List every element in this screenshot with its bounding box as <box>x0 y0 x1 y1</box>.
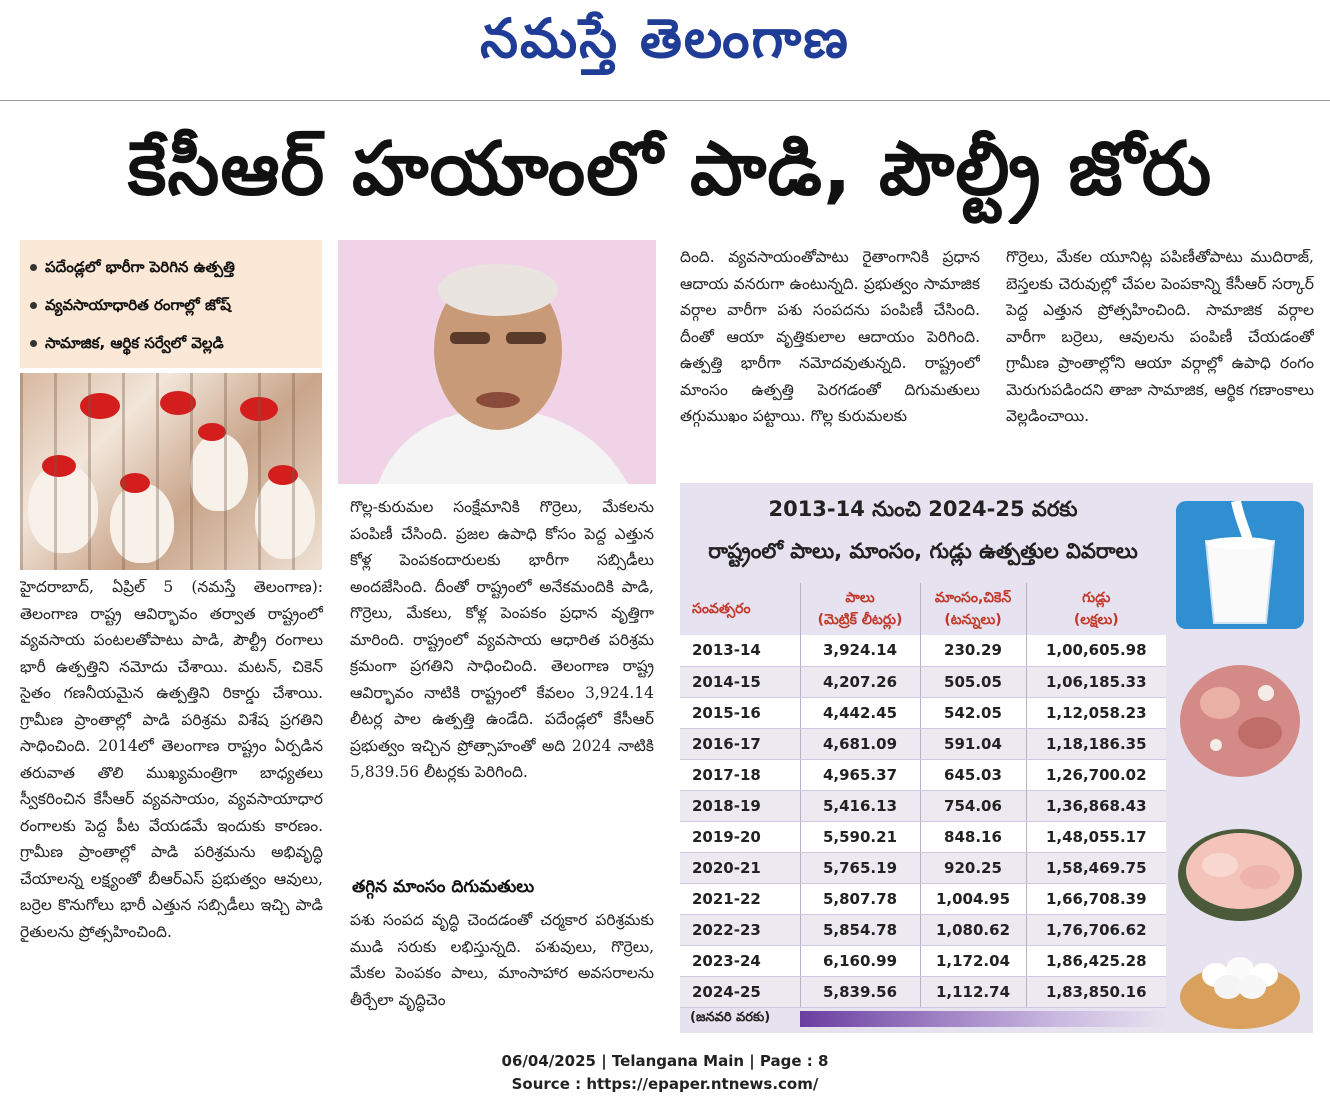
cell-milk: 5,590.21 <box>799 821 920 853</box>
infobox-subtitle: రాష్ట్రంలో పాలు, మాంసం, గుడ్లు ఉత్పత్తుల… <box>708 539 1138 563</box>
cell-eggs: 1,00,605.98 <box>1025 635 1166 667</box>
cell-eggs: 1,48,055.17 <box>1025 821 1166 853</box>
cell-meat: 1,080.62 <box>919 914 1026 946</box>
cell-milk: 5,854.78 <box>799 914 920 946</box>
cell-milk: 4,442.45 <box>799 697 920 729</box>
table-row: 2024-25 5,839.56 1,112.74 1,83,850.16 <box>680 976 1166 1008</box>
masthead: నమస్తే తెలంగాణ <box>0 0 1330 96</box>
cell-milk: 5,416.13 <box>799 790 920 822</box>
table-header-row: సంవత్సరం పాలు (మెట్రిక్ లీటర్లు) మాంసం,చి… <box>680 583 1166 635</box>
cell-year: 2024-25 <box>680 976 800 1008</box>
table-row: 2020-21 5,765.19 920.25 1,58,469.75 <box>680 852 1166 884</box>
highlight-text: పదేండ్లలో భారీగా పెరిగిన ఉత్పత్తి <box>45 258 235 276</box>
table-row: 2021-22 5,807.78 1,004.95 1,66,708.39 <box>680 883 1166 915</box>
cell-milk: 5,807.78 <box>799 883 920 915</box>
highlight-item: పదేండ్లలో భారీగా పెరిగిన ఉత్పత్తి <box>30 248 312 286</box>
cell-meat: 1,172.04 <box>919 945 1026 977</box>
cell-eggs: 1,06,185.33 <box>1025 666 1166 698</box>
cell-meat: 1,112.74 <box>919 976 1026 1008</box>
mutton-image <box>1176 653 1304 783</box>
eggs-basket-image <box>1176 931 1304 1031</box>
article-column-2: గొల్ల-కురుమల సంక్షేమానికి గొర్రెలు, మేకల… <box>350 498 654 781</box>
cell-year: 2014-15 <box>680 666 800 698</box>
cell-meat: 542.05 <box>919 697 1026 729</box>
cell-year: 2020-21 <box>680 852 800 884</box>
cell-milk: 5,839.56 <box>799 976 920 1008</box>
article-column-2b: పశు సంపద వృద్ధి చెందడంతో చర్మకార పరిశ్రమ… <box>350 911 654 1009</box>
masthead-rule <box>0 100 1330 101</box>
cell-meat: 505.05 <box>919 666 1026 698</box>
cell-milk: 4,681.09 <box>799 728 920 760</box>
header-eggs: గుడ్లు (లక్షలు) <box>1025 583 1166 635</box>
cell-year: 2019-20 <box>680 821 800 853</box>
cell-milk: 4,965.37 <box>799 759 920 791</box>
highlight-text: వ్యవసాయాధారిత రంగాల్లో జోష్ <box>45 296 231 314</box>
newspaper-logo: నమస్తే తెలంగాణ <box>480 6 850 70</box>
header-milk: పాలు (మెట్రిక్ లీటర్లు) <box>799 583 920 635</box>
cell-meat: 591.04 <box>919 728 1026 760</box>
cell-year: 2017-18 <box>680 759 800 791</box>
cell-milk: 4,207.26 <box>799 666 920 698</box>
infobox-footnote: (జనవరి వరకు) <box>690 1010 771 1025</box>
highlight-item: వ్యవసాయాధారిత రంగాల్లో జోష్ <box>30 286 312 324</box>
portrait-photo <box>338 240 656 484</box>
cell-eggs: 1,86,425.28 <box>1025 945 1166 977</box>
table-row: 2015-16 4,442.45 542.05 1,12,058.23 <box>680 697 1166 729</box>
cell-eggs: 1,26,700.02 <box>1025 759 1166 791</box>
cell-year: 2016-17 <box>680 728 800 760</box>
infobox-title: 2013-14 నుంచి 2024-25 వరకు <box>768 497 1078 521</box>
cell-eggs: 1,18,186.35 <box>1025 728 1166 760</box>
cell-meat: 1,004.95 <box>919 883 1026 915</box>
highlight-text: సామాజిక, ఆర్థిక సర్వేలో వెల్లడి <box>45 334 224 352</box>
cell-meat: 645.03 <box>919 759 1026 791</box>
footer-source: Source : https://epaper.ntnews.com/ <box>511 1075 819 1093</box>
cell-year: 2022-23 <box>680 914 800 946</box>
header-year: సంవత్సరం <box>680 583 800 635</box>
cell-year: 2013-14 <box>680 635 800 667</box>
cell-eggs: 1,66,708.39 <box>1025 883 1166 915</box>
highlights-box: పదేండ్లలో భారీగా పెరిగిన ఉత్పత్తి వ్యవసా… <box>20 240 322 368</box>
cell-milk: 6,160.99 <box>799 945 920 977</box>
cell-year: 2021-22 <box>680 883 800 915</box>
decorative-bar <box>800 1011 1166 1027</box>
table-row: 2019-20 5,590.21 848.16 1,48,055.17 <box>680 821 1166 853</box>
hens-photo <box>20 373 322 570</box>
cell-milk: 5,765.19 <box>799 852 920 884</box>
table-row: 2013-14 3,924.14 230.29 1,00,605.98 <box>680 635 1166 667</box>
cell-meat: 754.06 <box>919 790 1026 822</box>
cell-eggs: 1,76,706.62 <box>1025 914 1166 946</box>
cell-milk: 3,924.14 <box>799 635 920 667</box>
chicken-image <box>1176 813 1304 925</box>
article-column-1: హైదరాబాద్, ఏప్రిల్ 5 (నమస్తే తెలంగాణ): త… <box>20 578 323 941</box>
highlight-item: సామాజిక, ఆర్థిక సర్వేలో వెల్లడి <box>30 324 312 362</box>
cell-eggs: 1,36,868.43 <box>1025 790 1166 822</box>
bullet-icon <box>30 302 37 309</box>
article-column-4: గొర్రెలు, మేకల యూనిట్ల పపిణీతోపాటు ముదిర… <box>1006 248 1314 425</box>
table-row: 2016-17 4,681.09 591.04 1,18,186.35 <box>680 728 1166 760</box>
table-row: 2022-23 5,854.78 1,080.62 1,76,706.62 <box>680 914 1166 946</box>
cell-meat: 848.16 <box>919 821 1026 853</box>
bullet-icon <box>30 264 37 271</box>
cell-eggs: 1,58,469.75 <box>1025 852 1166 884</box>
table-row: 2023-24 6,160.99 1,172.04 1,86,425.28 <box>680 945 1166 977</box>
subheading: తగ్గిన మాంసం దిగుమతులు <box>352 877 535 897</box>
cell-eggs: 1,83,850.16 <box>1025 976 1166 1008</box>
cell-meat: 920.25 <box>919 852 1026 884</box>
headline: కేసీఆర్ హయాంలో పాడి, పౌల్ట్రీ జోరు <box>127 126 1213 212</box>
cell-year: 2023-24 <box>680 945 800 977</box>
footer-edition: 06/04/2025 | Telangana Main | Page : 8 <box>501 1052 829 1070</box>
cell-year: 2018-19 <box>680 790 800 822</box>
table-row: 2018-19 5,416.13 754.06 1,36,868.43 <box>680 790 1166 822</box>
table-row: 2017-18 4,965.37 645.03 1,26,700.02 <box>680 759 1166 791</box>
cell-eggs: 1,12,058.23 <box>1025 697 1166 729</box>
cell-year: 2015-16 <box>680 697 800 729</box>
header-meat: మాంసం,చికెన్ (టన్నులు) <box>919 583 1026 635</box>
production-infobox: 2013-14 నుంచి 2024-25 వరకు రాష్ట్రంలో పా… <box>680 483 1313 1033</box>
table-row: 2014-15 4,207.26 505.05 1,06,185.33 <box>680 666 1166 698</box>
bullet-icon <box>30 340 37 347</box>
milk-glass-image <box>1176 501 1304 629</box>
article-column-3: దింది. వ్యవసాయంతోపాటు రైతాంగానికి ప్రధాన… <box>680 248 980 425</box>
cell-meat: 230.29 <box>919 635 1026 667</box>
production-table: సంవత్సరం పాలు (మెట్రిక్ లీటర్లు) మాంసం,చి… <box>680 583 1166 1008</box>
